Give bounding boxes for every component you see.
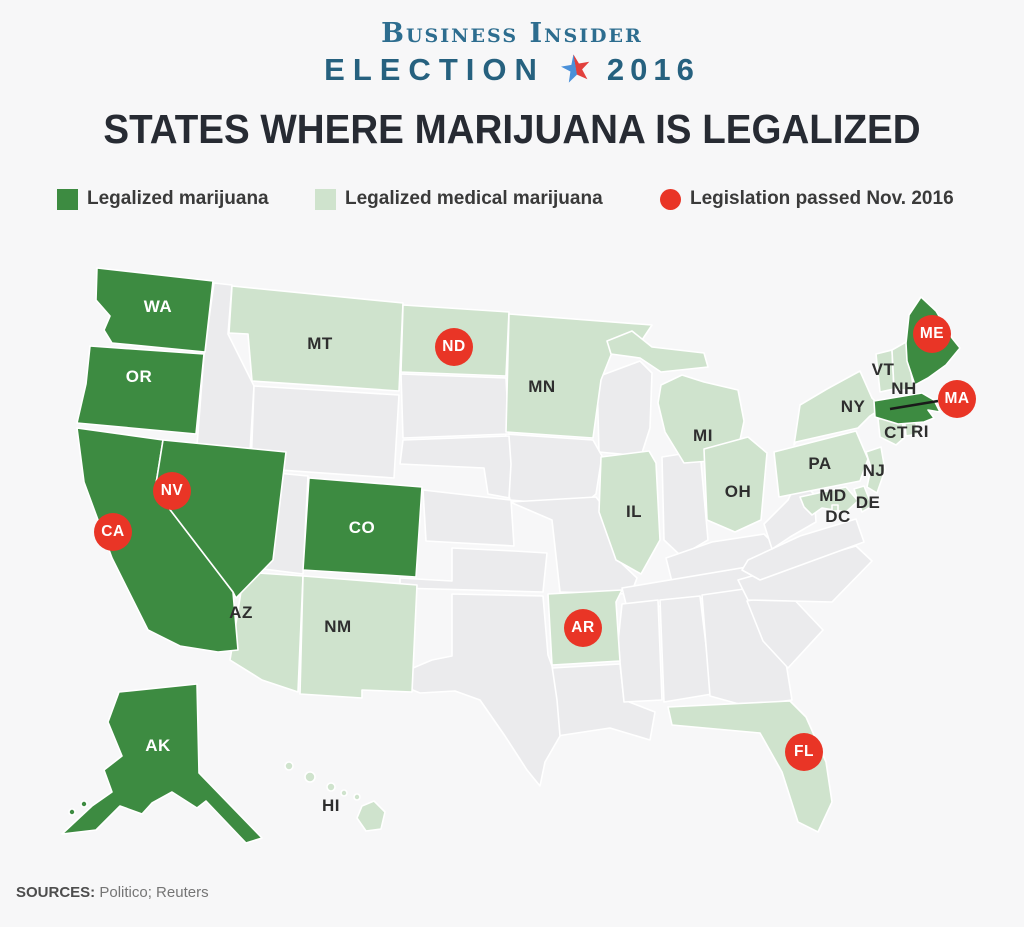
state-label-az: AZ — [229, 603, 253, 622]
sources-label: SOURCES: — [16, 884, 96, 901]
state-label-de: DE — [855, 493, 881, 512]
legend-item-medical: Legalized medical marijuana — [315, 188, 603, 210]
legend-label: Legalized medical marijuana — [345, 188, 603, 209]
state-mi-upper — [606, 330, 709, 373]
state-wa — [95, 267, 214, 353]
state-label-il: IL — [625, 502, 643, 521]
state-label-nj: NJ — [862, 461, 886, 480]
state-nh — [891, 341, 915, 392]
state-oh — [703, 436, 768, 533]
state-ma — [873, 392, 941, 425]
state-nj — [865, 446, 886, 494]
legend-label: Legislation passed Nov. 2016 — [690, 188, 954, 209]
state-hi — [284, 761, 386, 832]
state-label-ny: NY — [840, 397, 866, 416]
state-or — [76, 345, 205, 435]
state-ne — [399, 435, 512, 499]
marker-me: ME — [913, 315, 951, 353]
state-de — [853, 485, 873, 513]
state-va — [741, 518, 865, 581]
state-label-or: OR — [125, 367, 153, 386]
page-title: STATES WHERE MARIJUANA IS LEGALIZED — [103, 106, 921, 152]
state-dc — [831, 504, 839, 512]
ma-callout-line — [889, 399, 939, 411]
sources-value: Politico; Reuters — [99, 884, 209, 901]
marker-nv: NV — [153, 472, 191, 510]
state-ak — [61, 683, 263, 844]
state-sd — [400, 373, 510, 439]
state-label-ri: RI — [911, 422, 929, 441]
state-label-dc: DC — [825, 507, 851, 526]
state-ia — [501, 433, 603, 507]
state-mt — [228, 285, 404, 392]
brand-logo: Business Insider — [381, 18, 643, 49]
legend-swatch-medical — [315, 188, 336, 210]
state-label-md: MD — [819, 486, 847, 505]
state-tx — [397, 593, 561, 787]
election-word: ELECTION — [324, 52, 545, 87]
state-label-wa: WA — [143, 297, 173, 316]
state-label-hi: HI — [322, 796, 340, 815]
legend-item-passed-nov-2016: Legislation passed Nov. 2016 — [660, 188, 954, 210]
legend-swatch-passed-icon — [660, 188, 681, 210]
state-label-mn: MN — [528, 377, 556, 396]
state-label-co: CO — [348, 518, 376, 537]
state-label-vt: VT — [871, 360, 895, 379]
marker-ar: AR — [564, 609, 602, 647]
marker-fl: FL — [785, 733, 823, 771]
state-label-pa: PA — [808, 454, 832, 473]
state-ny — [793, 370, 883, 446]
state-ks — [422, 489, 515, 547]
state-label-nm: NM — [324, 617, 352, 636]
state-il — [598, 450, 661, 575]
state-label-ak: AK — [145, 736, 171, 755]
state-label-mi: MI — [693, 426, 713, 445]
state-wi — [596, 360, 653, 457]
election-star-icon — [560, 54, 590, 83]
marker-ca: CA — [94, 513, 132, 551]
state-ok — [399, 547, 548, 593]
state-pa — [773, 430, 869, 498]
legend-item-legalized: Legalized marijuana — [57, 188, 269, 210]
legend-swatch-legalized — [57, 188, 78, 210]
election-2016-banner: ELECTION 2016 — [0, 52, 1024, 88]
state-co — [302, 477, 423, 578]
state-wy — [250, 385, 400, 479]
state-ms — [617, 599, 663, 703]
election-year: 2016 — [606, 52, 700, 87]
legend-label: Legalized marijuana — [87, 188, 269, 209]
sources-line: SOURCES: Politico; Reuters — [16, 884, 209, 901]
marker-nd: ND — [435, 328, 473, 366]
state-nm — [299, 575, 418, 699]
state-label-mt: MT — [307, 334, 333, 353]
state-fl — [667, 700, 833, 833]
state-in — [661, 450, 709, 557]
state-label-ct: CT — [884, 423, 908, 442]
state-label-nh: NH — [891, 379, 917, 398]
marker-ma: MA — [938, 380, 976, 418]
state-label-oh: OH — [724, 482, 752, 501]
